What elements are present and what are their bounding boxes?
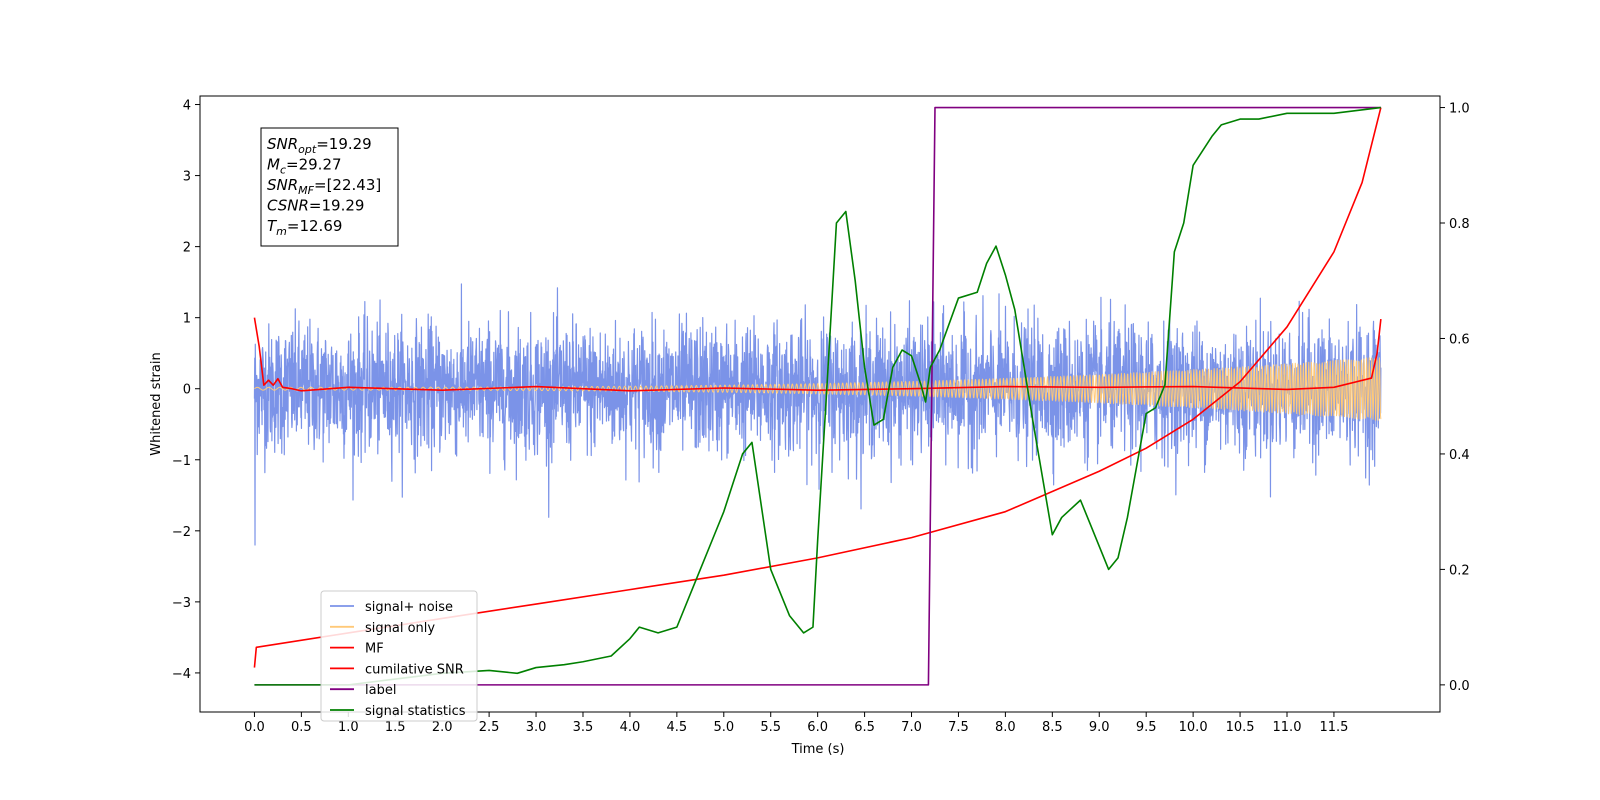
stats-subscript: c xyxy=(280,164,286,177)
x-tick-label: 10.5 xyxy=(1226,720,1255,735)
legend: signal+ noise signal only MF cumilative SNR… xyxy=(320,590,478,722)
y2-tick-label: 0.0 xyxy=(1449,679,1470,694)
stats-symbol: T xyxy=(267,217,278,235)
y2-tick-label: 0.8 xyxy=(1449,217,1470,232)
x-tick-label: 3.5 xyxy=(573,720,594,735)
stats-line: SNRopt=19.29 xyxy=(267,135,372,156)
stats-value: =[22.43] xyxy=(314,176,381,194)
stats-subscript: m xyxy=(276,225,287,238)
x-tick-label: 0.0 xyxy=(244,720,265,735)
y-tick-label: 1 xyxy=(183,312,191,327)
x-tick-label: 9.5 xyxy=(1136,720,1157,735)
y-tick-label: 3 xyxy=(183,170,191,185)
stats-line: Mc=29.27 xyxy=(267,156,342,177)
y2-tick-label: 0.4 xyxy=(1449,448,1470,463)
y-tick-label: 4 xyxy=(183,99,191,114)
x-tick-label: 11.5 xyxy=(1319,720,1348,735)
y-axis-right: 0.0 0.2 0.4 0.6 0.8 1.0 xyxy=(1440,102,1470,694)
stats-box: SNRopt=19.29Mc=29.27SNRMF=[22.43]CSNR=19… xyxy=(260,127,399,247)
stats-value: =29.27 xyxy=(286,156,342,174)
y-tick-label: 0 xyxy=(183,383,191,398)
x-axis-label: Time (s) xyxy=(791,742,845,757)
y-tick-label: 2 xyxy=(183,241,191,256)
x-tick-label: 4.0 xyxy=(620,720,641,735)
stats-subscript: opt xyxy=(298,143,317,156)
stats-box-frame xyxy=(260,127,399,247)
y2-tick-label: 0.6 xyxy=(1449,332,1470,347)
x-tick-label: 2.5 xyxy=(479,720,500,735)
x-tick-label: 5.0 xyxy=(713,720,734,735)
stats-symbol: M xyxy=(267,156,280,174)
legend-label: cumilative SNR xyxy=(365,662,464,677)
x-tick-label: 1.0 xyxy=(338,720,359,735)
stats-line: SNRMF=[22.43] xyxy=(267,176,381,197)
x-tick-label: 4.5 xyxy=(667,720,688,735)
series-line-mf xyxy=(253,317,1382,392)
series-line-signal-statistics xyxy=(254,106,1381,686)
legend-label: label xyxy=(365,683,396,698)
plot-frame xyxy=(199,95,1441,713)
x-tick-label: 6.5 xyxy=(854,720,875,735)
x-tick-label: 0.5 xyxy=(291,720,312,735)
y2-tick-label: 0.2 xyxy=(1449,563,1470,578)
x-tick-label: 7.5 xyxy=(948,720,969,735)
stats-value: =12.69 xyxy=(287,217,343,235)
stats-line: Tm=12.69 xyxy=(267,217,342,238)
legend-label: MF xyxy=(365,642,384,657)
y-tick-label: −3 xyxy=(172,596,191,611)
x-tick-label: 3.0 xyxy=(526,720,547,735)
legend-label: signal statistics xyxy=(365,704,466,719)
y-tick-label: −2 xyxy=(172,525,191,540)
x-tick-label: 2.0 xyxy=(432,720,453,735)
stats-value: =19.29 xyxy=(316,135,372,153)
x-tick-label: 8.5 xyxy=(1042,720,1063,735)
x-tick-label: 5.5 xyxy=(760,720,781,735)
y-axis-left: −4 −3 −2 −1 0 1 2 3 4 xyxy=(172,99,200,682)
y-tick-label: −4 xyxy=(172,667,191,682)
stats-value: =19.29 xyxy=(309,197,365,215)
x-tick-label: 8.0 xyxy=(995,720,1016,735)
x-tick-label: 11.0 xyxy=(1273,720,1302,735)
series-line-label xyxy=(254,106,1381,686)
stats-symbol: SNR xyxy=(267,176,298,194)
legend-frame xyxy=(320,590,478,722)
x-tick-label: 10.0 xyxy=(1179,720,1208,735)
y2-tick-label: 1.0 xyxy=(1449,102,1470,117)
stats-symbol: SNR xyxy=(267,135,298,153)
x-axis: 0.0 0.5 1.0 1.5 2.0 2.5 3.0 3.5 4.0 4.5 5.0 5.5 6.0 6… xyxy=(244,712,1348,735)
stats-line: CSNR=19.29 xyxy=(267,197,364,215)
x-tick-label: 9.0 xyxy=(1089,720,1110,735)
y-axis-label: Whitened strain xyxy=(149,352,164,455)
x-tick-label: 7.0 xyxy=(901,720,922,735)
stats-symbol: CSNR xyxy=(267,197,309,215)
x-tick-label: 6.0 xyxy=(807,720,828,735)
legend-label: signal only xyxy=(365,621,435,636)
legend-label: signal+ noise xyxy=(365,600,453,615)
stats-subscript: MF xyxy=(298,184,314,197)
x-tick-label: 1.5 xyxy=(385,720,406,735)
y-tick-label: −1 xyxy=(172,454,191,469)
